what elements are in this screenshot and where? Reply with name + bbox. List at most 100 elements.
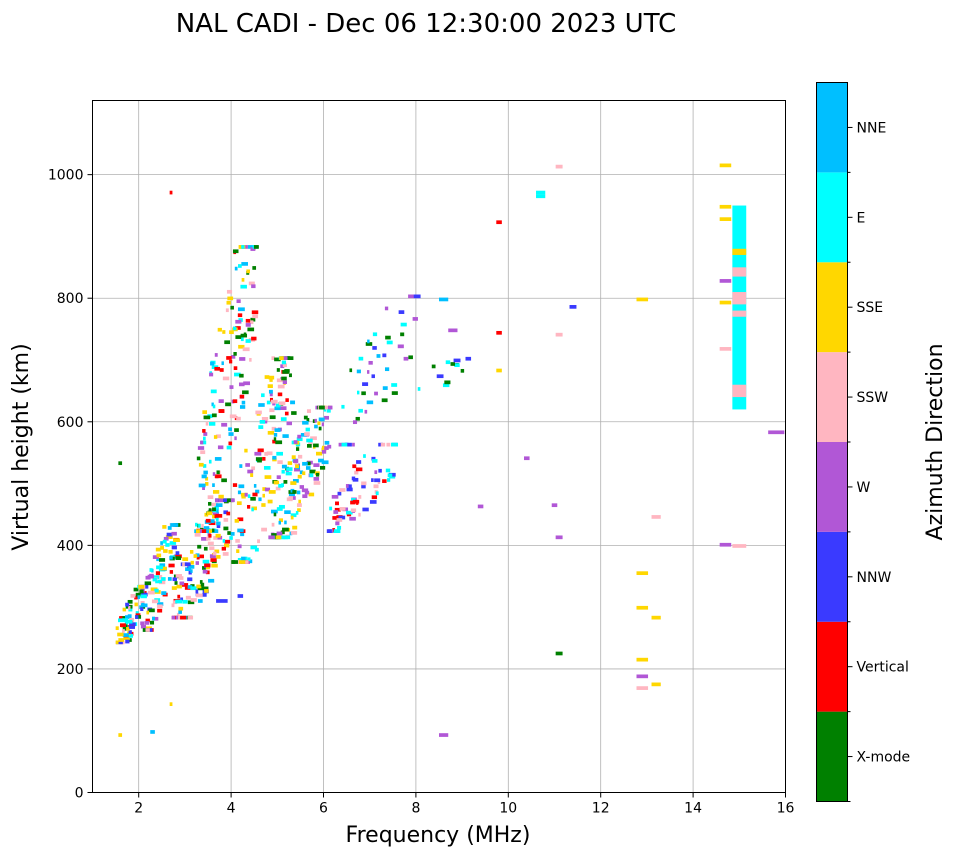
echo-point xyxy=(171,545,177,550)
echo-point xyxy=(312,419,316,423)
echo-point xyxy=(240,337,244,342)
echo-point xyxy=(175,599,183,604)
echo-point xyxy=(341,404,345,409)
echo-point xyxy=(305,427,310,432)
echo-point xyxy=(140,594,147,599)
echo-point xyxy=(651,515,661,519)
echo-point xyxy=(719,300,732,305)
echo-point xyxy=(279,356,284,360)
echo-point xyxy=(119,616,123,620)
x-tick-label: 12 xyxy=(592,801,610,817)
echo-point xyxy=(253,484,257,488)
echo-point xyxy=(367,339,370,344)
echo-point xyxy=(212,514,215,519)
echo-point xyxy=(212,483,215,487)
echo-point xyxy=(257,448,264,453)
echo-point xyxy=(229,385,234,389)
echo-point xyxy=(309,473,314,478)
echo-point xyxy=(288,492,295,497)
echo-point xyxy=(269,408,275,413)
echo-point xyxy=(292,479,299,483)
echo-point xyxy=(122,633,129,637)
echo-point xyxy=(371,456,376,461)
echo-point xyxy=(321,449,327,454)
echo-point xyxy=(719,542,732,547)
echo-point xyxy=(209,546,215,551)
echo-point xyxy=(140,603,148,608)
echo-point xyxy=(230,532,235,536)
echo-point xyxy=(210,519,215,523)
y-axis-ticks: 0 200 400 600 800 1000 xyxy=(48,168,93,802)
echo-point xyxy=(732,292,747,305)
echo-point xyxy=(214,457,222,461)
echo-point xyxy=(453,358,461,363)
echo-point xyxy=(228,432,234,436)
echo-point xyxy=(213,435,218,439)
echo-point xyxy=(166,532,173,537)
chart-title: NAL CADI - Dec 06 12:30:00 2023 UTC xyxy=(176,9,676,39)
echo-point xyxy=(439,733,449,737)
echo-point xyxy=(331,494,339,499)
echo-point xyxy=(199,529,203,533)
echo-point xyxy=(203,432,208,436)
echo-point xyxy=(145,618,150,623)
echo-point xyxy=(241,556,246,561)
echo-point xyxy=(169,555,173,560)
echo-point xyxy=(210,361,215,366)
echo-point xyxy=(332,516,337,520)
echo-point xyxy=(397,344,404,349)
echo-point xyxy=(200,450,206,455)
echo-point xyxy=(229,359,233,364)
echo-point xyxy=(226,445,232,450)
echo-point xyxy=(218,494,224,499)
echo-point xyxy=(194,532,201,537)
echo-point xyxy=(277,533,283,538)
echo-point xyxy=(352,464,357,469)
echo-point xyxy=(190,569,193,573)
echo-point xyxy=(193,554,198,558)
echo-point xyxy=(318,426,322,431)
echo-point xyxy=(195,561,199,565)
echo-point xyxy=(243,332,247,337)
echo-point xyxy=(215,533,221,538)
echo-point xyxy=(161,591,167,595)
echo-point xyxy=(205,421,209,426)
echo-point xyxy=(135,615,139,619)
echo-point xyxy=(234,436,237,441)
echo-point xyxy=(226,300,231,305)
echo-point xyxy=(262,456,266,461)
echo-point xyxy=(324,415,330,420)
echo-point xyxy=(241,245,245,249)
echo-point xyxy=(448,328,458,333)
echo-point xyxy=(250,496,256,501)
echo-point xyxy=(276,475,281,480)
echo-point xyxy=(212,490,220,494)
colorbar-label-w: W xyxy=(857,480,871,496)
echo-point xyxy=(388,472,396,477)
echo-point xyxy=(276,378,284,383)
echo-point xyxy=(315,472,320,477)
echo-point xyxy=(195,529,200,533)
echo-point xyxy=(400,332,405,337)
echo-point xyxy=(212,472,216,476)
echo-point xyxy=(215,517,219,522)
echo-point xyxy=(227,531,231,535)
echo-point xyxy=(237,517,244,522)
echo-point xyxy=(129,622,136,627)
echo-point xyxy=(125,602,130,607)
echo-point xyxy=(169,702,173,706)
echo-point xyxy=(232,326,237,331)
echo-point xyxy=(216,521,221,526)
echo-point xyxy=(276,368,280,372)
echo-point xyxy=(636,605,649,610)
echo-point xyxy=(346,487,353,492)
echo-point xyxy=(362,507,369,512)
echo-point xyxy=(190,560,194,565)
echo-point xyxy=(326,408,331,413)
echo-point xyxy=(202,569,208,574)
echo-point xyxy=(271,356,275,360)
echo-point xyxy=(374,391,378,396)
echo-point xyxy=(210,389,217,394)
echo-point xyxy=(168,563,175,568)
